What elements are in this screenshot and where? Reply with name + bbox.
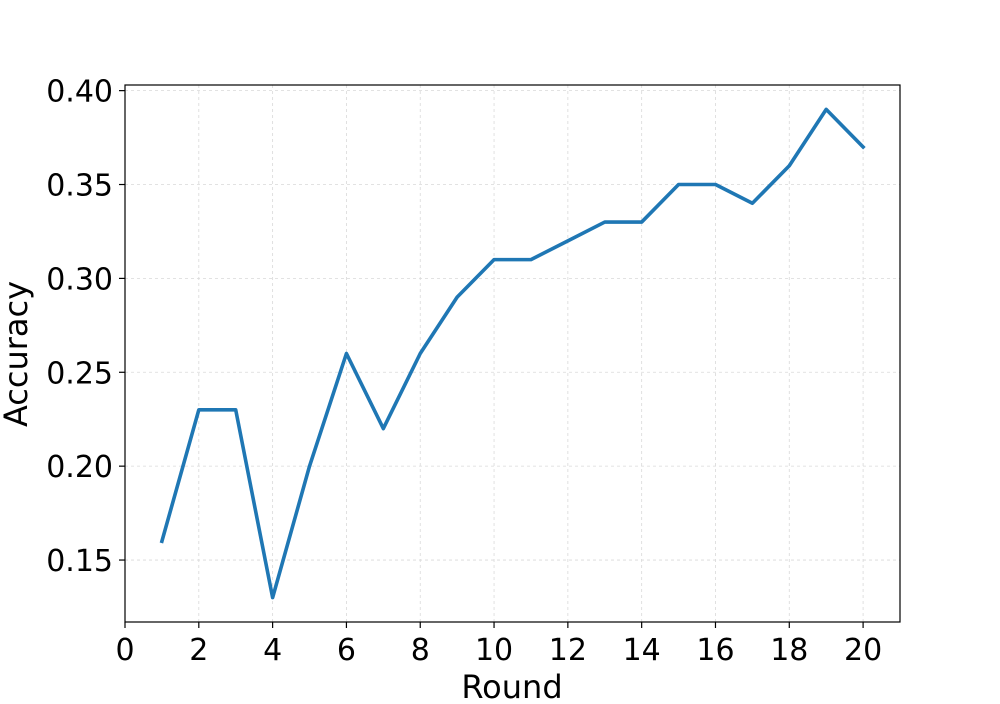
plot-frame	[124, 84, 901, 623]
x-tick-label: 2	[189, 633, 208, 668]
x-tick-label: 6	[337, 633, 356, 668]
x-tick-label: 20	[844, 633, 882, 668]
accuracy-series-line	[159, 107, 866, 600]
x-tick-label: 0	[115, 633, 134, 668]
x-tick-label: 4	[263, 633, 282, 668]
x-tick-label: 8	[411, 633, 430, 668]
y-tick-label: 0.35	[46, 169, 113, 204]
x-tick-label: 16	[696, 633, 734, 668]
grid	[124, 85, 900, 622]
x-tick-label: 14	[623, 633, 661, 668]
y-tick-label: 0.15	[46, 544, 113, 579]
series-layer	[159, 107, 866, 600]
x-tick-label: 18	[770, 633, 808, 668]
x-tick-label: 12	[549, 633, 587, 668]
x-axis-ticks: 0 2 4 6 8 10 12 14 16 18 20	[115, 622, 882, 668]
y-axis-label: Accuracy	[0, 281, 35, 427]
x-tick-label: 10	[475, 633, 513, 668]
y-tick-label: 0.25	[46, 356, 113, 391]
y-tick-label: 0.20	[46, 450, 113, 485]
x-axis-label: Round	[461, 668, 562, 700]
y-tick-label: 0.40	[46, 75, 113, 110]
y-tick-label: 0.30	[46, 262, 113, 297]
y-axis-ticks: 0.15 0.20 0.25 0.30 0.35 0.40	[46, 75, 125, 579]
